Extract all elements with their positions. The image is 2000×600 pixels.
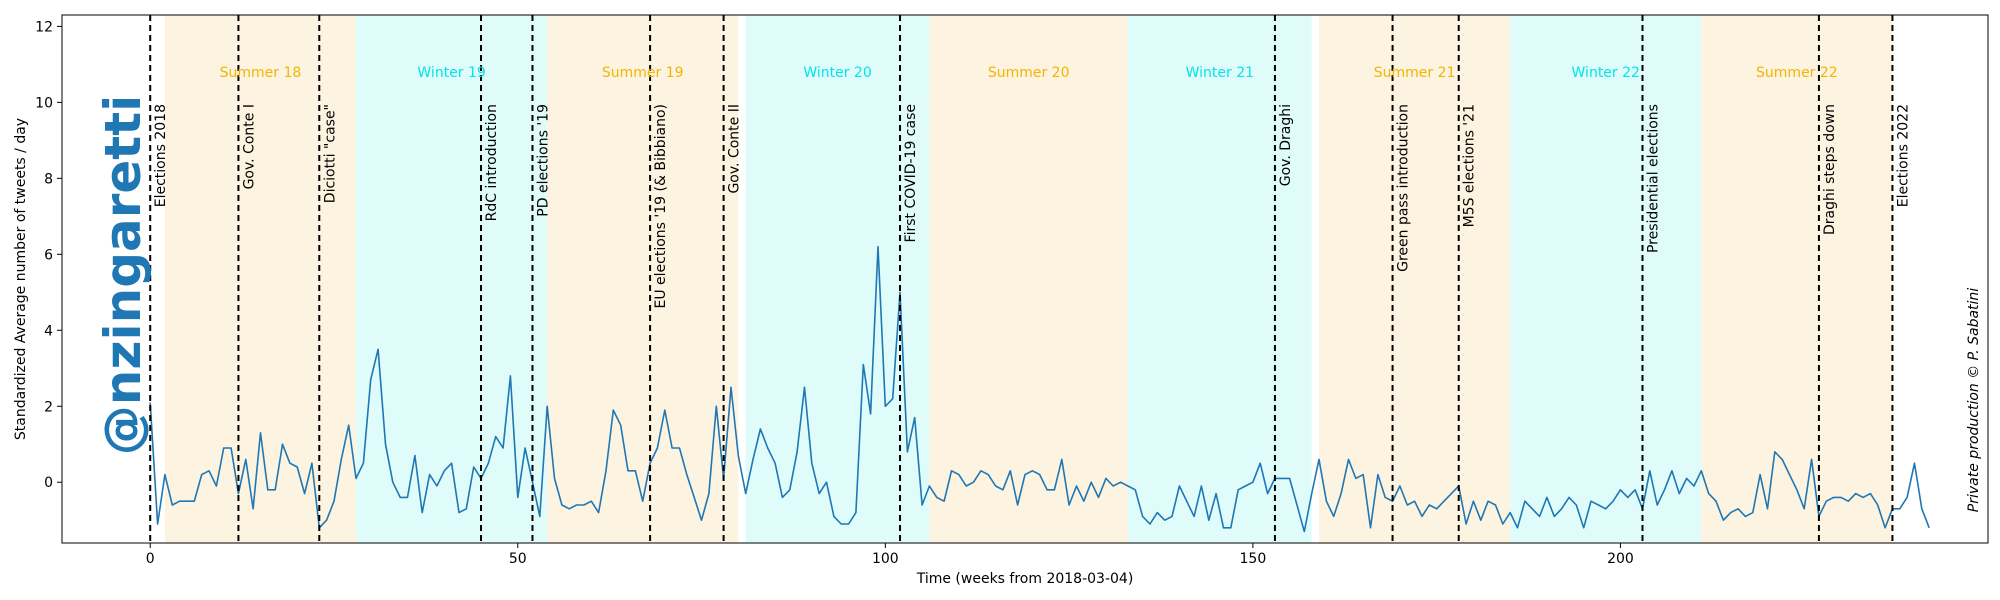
season-label-8: Summer 22 [1756, 65, 1838, 81]
event-label-12: Draghi steps down [1822, 104, 1838, 235]
season-bands [164, 15, 1893, 543]
season-label-1: Winter 19 [417, 65, 485, 81]
plot-frame [61, 14, 1989, 544]
event-label-5: EU elections '19 (& Bibbiano) [653, 104, 669, 309]
event-label-13: Elections 2022 [1895, 104, 1911, 207]
x-tick-label-3: 150 [1240, 551, 1267, 567]
x-tick-label-2: 100 [872, 551, 899, 567]
event-label-11: Presidential elections [1645, 104, 1661, 253]
y-tick-label-1: 2 [44, 399, 53, 415]
event-label-9: Green pass introduction [1396, 104, 1412, 272]
y-tick-label-4: 8 [44, 171, 53, 187]
event-label-1: Gov. Conte I [241, 104, 257, 189]
y-tick-label-3: 6 [44, 247, 53, 263]
event-label-2: Diciotti "case" [322, 104, 338, 203]
season-labels: Summer 18 Winter 19 Summer 19 Winter 20 Summ… [220, 65, 1838, 81]
season-label-2: Summer 19 [602, 65, 684, 81]
season-label-7: Winter 22 [1572, 65, 1640, 81]
axes: 0 50 100 150 200 0 2 4 6 8 10 12 [35, 19, 1634, 567]
series-line-0 [149, 245, 1930, 533]
season-band-2 [547, 15, 739, 543]
x-tick-label-0: 0 [146, 551, 155, 567]
season-label-6: Summer 21 [1374, 65, 1456, 81]
season-band-3 [745, 15, 930, 543]
season-label-4: Summer 20 [988, 65, 1070, 81]
season-band-4 [929, 15, 1128, 543]
season-band-6 [1319, 15, 1511, 543]
y-tick-label-2: 4 [44, 323, 53, 339]
event-label-10: M5S elections '21 [1462, 104, 1478, 227]
season-band-7 [1510, 15, 1702, 543]
x-tick-label-1: 50 [509, 551, 527, 567]
x-tick-label-4: 200 [1607, 551, 1634, 567]
event-label-7: First COVID-19 case [903, 104, 919, 242]
event-lines: Elections 2018 Gov. Conte I Diciotti "case… [149, 15, 1911, 543]
y-tick-label-0: 0 [44, 475, 53, 491]
season-band-0 [164, 15, 357, 543]
season-label-0: Summer 18 [220, 65, 302, 81]
season-label-3: Winter 20 [803, 65, 871, 81]
y-tick-label-5: 10 [35, 95, 53, 111]
event-label-8: Gov. Draghi [1278, 104, 1294, 186]
x-axis-title: Time (weeks from 2018-03-04) [916, 571, 1134, 587]
y-axis-title: Standardized Average number of tweets / … [13, 118, 29, 440]
season-band-5 [1127, 15, 1312, 543]
event-label-4: PD elections '19 [535, 104, 551, 217]
event-label-6: Gov. Conte II [727, 104, 743, 194]
season-band-8 [1701, 15, 1893, 543]
y-tick-label-6: 12 [35, 19, 53, 35]
event-label-0: Elections 2018 [153, 104, 169, 207]
series-line-layer [149, 245, 1930, 533]
credit-label: Private production © P. Sabatini [1966, 288, 1982, 512]
season-label-5: Winter 21 [1186, 65, 1254, 81]
watermark-label: @nzingaretti [94, 95, 152, 455]
event-label-3: RdC introduction [484, 104, 500, 221]
